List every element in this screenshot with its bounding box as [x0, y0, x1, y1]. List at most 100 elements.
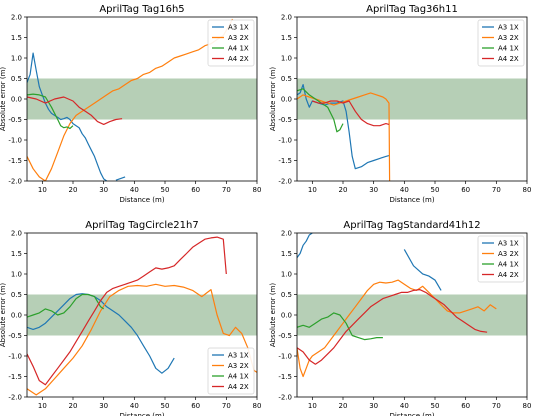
y-tick-label: -0.5 [8, 116, 22, 124]
x-tick-label: 40 [130, 186, 139, 194]
y-tick-label: 0.5 [281, 75, 292, 83]
y-tick-label: 2.0 [11, 14, 22, 22]
series-line-a4-2x [297, 289, 488, 365]
series-line-a3-1x-segment [115, 176, 126, 181]
tolerance-band [27, 78, 257, 120]
y-tick-label: -0.5 [278, 332, 292, 340]
y-tick-label: 0.0 [11, 96, 22, 104]
legend-label: A3 2X [228, 362, 249, 370]
y-tick-label: -1.5 [8, 157, 22, 165]
x-tick-label: 60 [191, 186, 200, 194]
y-tick-label: 0.5 [281, 291, 292, 299]
x-tick-label: 20 [339, 186, 348, 194]
x-tick-label: 20 [339, 402, 348, 410]
y-tick-label: -1.5 [278, 157, 292, 165]
x-tick-label: 70 [492, 402, 501, 410]
y-tick-label: -0.5 [8, 332, 22, 340]
series-line-a4-2x [312, 100, 390, 127]
legend-label: A3 1X [228, 24, 249, 32]
legend-label: A3 1X [498, 240, 519, 248]
x-tick-label: 70 [222, 402, 231, 410]
y-tick-label: 0.0 [281, 312, 292, 320]
x-tick-label: 30 [99, 402, 108, 410]
legend-label: A4 2X [228, 383, 249, 391]
legend-label: A3 1X [228, 352, 249, 360]
x-tick-label: 30 [369, 402, 378, 410]
x-axis-label: Distance (m) [389, 412, 434, 416]
series-line-a3-2x [27, 18, 234, 181]
legend-box [207, 347, 255, 395]
y-tick-label: 1.0 [281, 55, 292, 63]
legend-label: A4 2X [498, 271, 519, 279]
x-tick-label: 80 [523, 186, 532, 194]
x-axis-label: Distance (m) [119, 412, 164, 416]
legend-label: A4 1X [498, 45, 519, 53]
series-line-a3-1x [297, 83, 390, 170]
series-line-a4-1x [27, 93, 74, 130]
series-line-a4-1x [27, 293, 105, 318]
x-tick-label: 10 [308, 186, 317, 194]
y-tick-label: 1.0 [11, 271, 22, 279]
y-axis-label: Absolute error (m) [0, 67, 7, 132]
x-tick-label: 70 [492, 186, 501, 194]
y-tick-label: -1.0 [8, 137, 22, 145]
chart-title: AprilTag TagStandard41h12 [343, 220, 480, 231]
y-tick-label: -1.0 [278, 353, 292, 361]
legend-label: A4 1X [228, 373, 249, 381]
series-line-a4-2x [27, 96, 123, 126]
legend-label: A3 2X [498, 34, 519, 42]
x-tick-label: 80 [523, 402, 532, 410]
legend-label: A3 2X [498, 250, 519, 258]
y-tick-label: 0.0 [11, 312, 22, 320]
y-tick-label: 2.0 [11, 230, 22, 238]
y-tick-label: -1.0 [8, 353, 22, 361]
x-tick-label: 70 [222, 186, 231, 194]
series-line-a3-1x-segment [403, 249, 442, 291]
y-axis-label: Absolute error (m) [0, 283, 7, 348]
chart-title: AprilTag Tag16h5 [99, 4, 184, 15]
y-tick-label: 1.5 [281, 250, 292, 258]
y-tick-label: -0.5 [278, 116, 292, 124]
y-tick-label: 1.0 [281, 271, 292, 279]
tolerance-band [297, 294, 527, 336]
chart-title: AprilTag Tag36h11 [366, 4, 458, 15]
tolerance-band [27, 294, 257, 336]
chart-panel-3: 10 20 30 40 50 60 70 80 -2.0 -1.5 -1.0 -0.5 0.0 0.5 1.… [0, 220, 261, 416]
y-tick-label: -2.0 [8, 394, 22, 402]
x-axis-label: Distance (m) [389, 196, 434, 204]
x-tick-label: 10 [38, 186, 47, 194]
y-tick-label: 2.0 [281, 14, 292, 22]
x-tick-label: 40 [400, 402, 409, 410]
x-tick-label: 10 [38, 402, 47, 410]
x-tick-label: 50 [161, 402, 170, 410]
legend-label: A4 2X [498, 55, 519, 63]
tolerance-band [297, 78, 527, 120]
series-line-a4-1x [297, 312, 383, 341]
y-tick-label: 0.5 [11, 75, 22, 83]
x-tick-label: 30 [369, 186, 378, 194]
y-tick-label: -2.0 [278, 394, 292, 402]
x-tick-label: 80 [253, 186, 262, 194]
x-tick-label: 80 [253, 402, 262, 410]
y-axis-label: Absolute error (m) [269, 67, 277, 132]
x-axis-label: Distance (m) [119, 196, 164, 204]
series-line-a3-1x [27, 52, 108, 181]
legend-label: A4 1X [498, 261, 519, 269]
x-tick-label: 40 [130, 402, 139, 410]
y-tick-label: 2.0 [281, 230, 292, 238]
y-tick-label: 1.0 [11, 55, 22, 63]
x-tick-label: 20 [69, 402, 78, 410]
y-tick-label: 1.5 [281, 34, 292, 42]
x-tick-label: 10 [308, 402, 317, 410]
series-line-a3-2x [27, 283, 257, 396]
legend-label: A4 2X [228, 55, 249, 63]
y-tick-label: 1.5 [11, 34, 22, 42]
x-tick-label: 60 [461, 402, 470, 410]
y-axis-label: Absolute error (m) [269, 283, 277, 348]
series-line-a3-2x [297, 279, 497, 378]
chart-title: AprilTag TagCircle21h7 [85, 220, 198, 231]
x-tick-label: 50 [161, 186, 170, 194]
y-tick-label: -2.0 [278, 178, 292, 186]
chart-panel-2: 10 20 30 40 50 60 70 80 -2.0 -1.5 -1.0 -0.5 0.0 0.5 1.… [269, 4, 531, 204]
